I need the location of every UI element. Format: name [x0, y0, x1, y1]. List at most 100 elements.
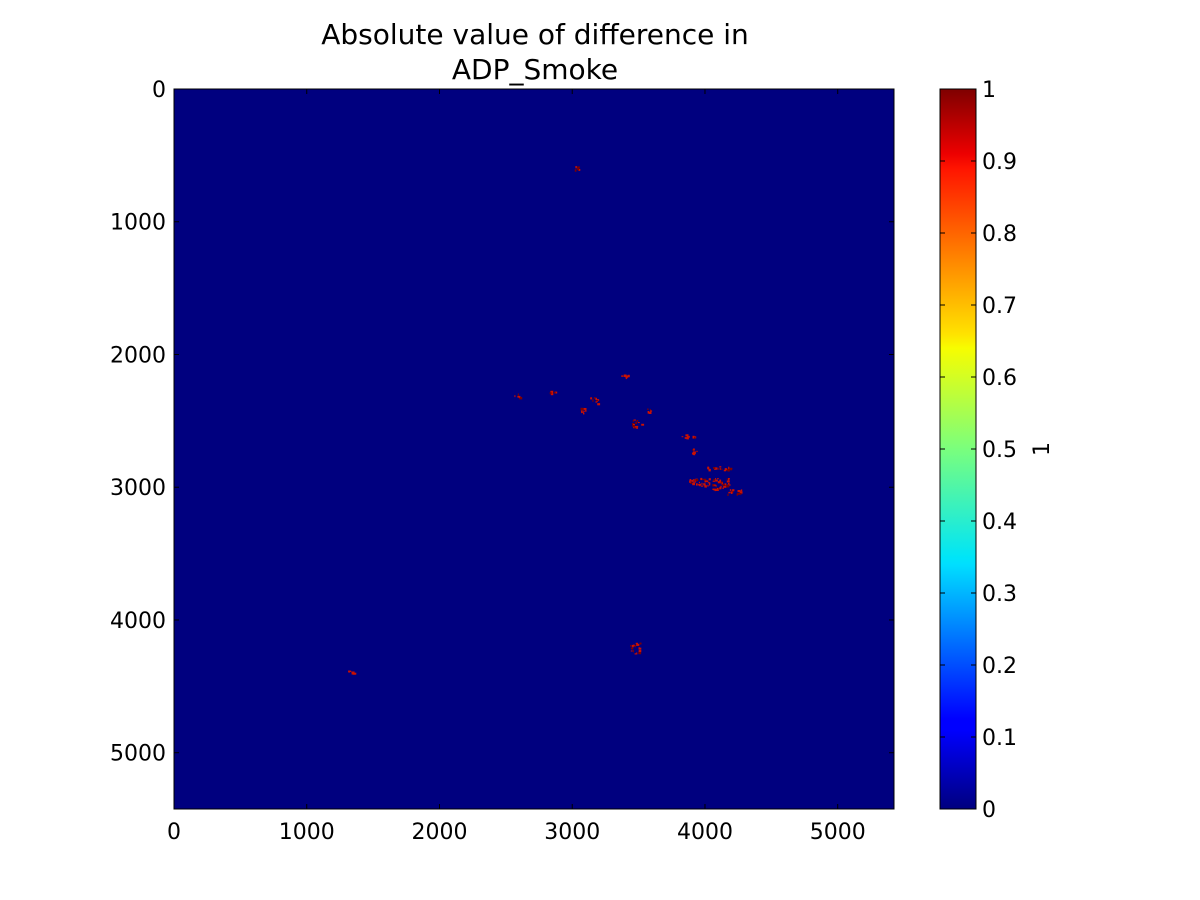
difference-pixel — [585, 409, 587, 412]
difference-pixel — [514, 395, 516, 398]
y-tick-label: 2000 — [110, 343, 166, 368]
difference-pixel — [583, 410, 585, 412]
difference-pixel — [698, 481, 700, 483]
difference-pixel — [728, 478, 730, 480]
difference-pixel — [647, 408, 649, 410]
chart-title-line1: Absolute value of difference in — [321, 18, 749, 51]
difference-pixel — [517, 395, 521, 398]
difference-pixel — [590, 397, 593, 400]
difference-pixel — [631, 644, 634, 648]
difference-pixel — [686, 434, 689, 436]
difference-pixel — [727, 469, 730, 472]
difference-pixel — [351, 672, 355, 675]
difference-cluster — [514, 393, 523, 400]
difference-pixel — [728, 482, 730, 485]
difference-pixel — [581, 410, 583, 412]
difference-pixel — [694, 436, 696, 439]
difference-pixel — [715, 478, 717, 480]
difference-pixel — [636, 644, 640, 646]
difference-pixel — [577, 168, 579, 171]
difference-pixel — [704, 479, 707, 483]
difference-pixel — [635, 421, 637, 424]
difference-pixel — [636, 643, 638, 646]
difference-pixel — [692, 449, 694, 451]
x-tick-label: 1000 — [279, 820, 335, 845]
difference-pixel — [353, 672, 357, 675]
difference-pixel — [701, 482, 703, 485]
difference-pixel — [686, 435, 689, 439]
difference-pixel — [348, 670, 350, 673]
difference-pixel — [727, 493, 729, 496]
difference-pixel — [702, 478, 706, 481]
difference-pixel — [691, 480, 694, 482]
difference-pixel — [553, 392, 556, 394]
difference-pixel — [636, 426, 638, 429]
difference-cluster — [689, 477, 731, 488]
difference-pixel — [634, 653, 636, 655]
difference-pixel — [693, 453, 696, 456]
difference-pixel — [723, 469, 727, 472]
colorbar-tick-label: 0.8 — [982, 222, 1017, 247]
difference-pixel — [712, 480, 715, 482]
difference-pixel — [688, 435, 690, 438]
difference-pixel — [681, 436, 684, 438]
difference-pixel — [625, 375, 629, 378]
difference-pixel — [638, 647, 642, 650]
difference-pixel — [633, 419, 636, 421]
difference-pixel — [700, 477, 703, 481]
difference-pixel — [649, 409, 651, 411]
difference-pixel — [722, 487, 724, 489]
difference-pixel — [583, 412, 585, 415]
difference-pixel — [707, 467, 710, 470]
difference-pixel — [717, 478, 719, 480]
difference-pixel — [554, 391, 558, 394]
difference-pixel — [717, 467, 719, 470]
difference-pixel — [719, 479, 722, 482]
difference-pixel — [732, 489, 735, 492]
difference-pixel — [728, 478, 730, 480]
difference-pixel — [737, 490, 741, 492]
difference-pixel — [715, 487, 717, 489]
difference-pixel — [592, 399, 594, 402]
difference-clusters — [348, 166, 743, 675]
difference-pixel — [690, 481, 693, 484]
difference-pixel — [720, 485, 722, 488]
y-tick-label: 3000 — [110, 476, 166, 501]
difference-pixel — [716, 487, 719, 490]
x-tick-label: 5000 — [810, 820, 866, 845]
difference-pixel — [713, 488, 717, 491]
difference-pixel — [593, 397, 596, 399]
colorbar-tick-label: 0.7 — [982, 294, 1017, 319]
difference-pixel — [728, 491, 730, 494]
difference-pixel — [630, 647, 634, 650]
difference-pixel — [625, 376, 628, 380]
difference-pixel — [639, 642, 642, 645]
difference-cluster — [727, 489, 743, 496]
difference-pixel — [577, 166, 580, 169]
difference-pixel — [686, 437, 689, 440]
difference-pixel — [650, 410, 653, 412]
difference-pixel — [728, 466, 730, 469]
difference-pixel — [634, 644, 636, 648]
y-axis: 0 1000 2000 3000 4000 5000 — [110, 78, 894, 767]
difference-pixel — [722, 483, 725, 486]
difference-cluster — [590, 397, 601, 406]
colorbar: 0 0.1 0.2 0.3 0.4 0.5 0.6 0.7 0.8 0.9 1 1 — [939, 78, 1055, 823]
difference-pixel — [638, 652, 642, 655]
difference-pixel — [581, 411, 584, 413]
difference-cluster — [712, 484, 730, 492]
difference-pixel — [729, 467, 733, 470]
difference-pixel — [723, 486, 727, 488]
difference-pixel — [583, 408, 587, 410]
difference-cluster — [574, 166, 581, 172]
difference-pixel — [648, 411, 652, 414]
colorbar-tick-label: 0.5 — [982, 438, 1017, 463]
difference-pixel — [689, 479, 692, 481]
difference-pixel — [636, 420, 639, 422]
difference-pixel — [698, 483, 701, 486]
difference-pixel — [695, 479, 699, 482]
difference-pixel — [633, 426, 636, 429]
difference-pixel — [719, 486, 722, 490]
colorbar-gradient — [939, 88, 977, 810]
difference-cluster — [348, 670, 357, 675]
